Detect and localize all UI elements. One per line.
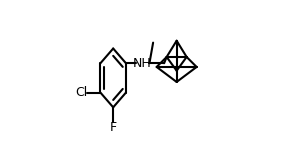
Text: Cl: Cl <box>75 86 88 99</box>
Text: F: F <box>110 121 117 134</box>
Text: NH: NH <box>133 57 151 70</box>
